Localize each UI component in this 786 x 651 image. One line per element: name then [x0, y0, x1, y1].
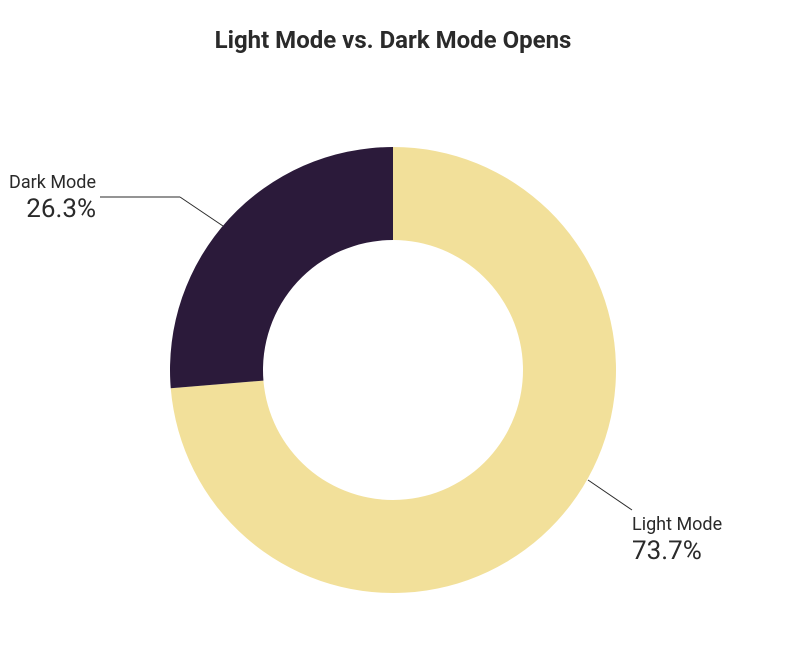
donut-slice-dark-mode: [170, 147, 393, 388]
callout-light-mode: Light Mode 73.7%: [632, 514, 722, 567]
callout-dark-label: Dark Mode: [9, 172, 96, 194]
leader-dark-mode-seg1: [180, 197, 223, 226]
leader-light-mode: [588, 480, 632, 510]
callout-dark-value: 26.3%: [9, 194, 96, 225]
callout-light-value: 73.7%: [632, 536, 722, 567]
donut-chart-container: Light Mode vs. Dark Mode Opens Light Mod…: [0, 0, 786, 651]
callout-light-label: Light Mode: [632, 514, 722, 536]
chart-title: Light Mode vs. Dark Mode Opens: [0, 26, 786, 54]
callout-dark-mode: Dark Mode 26.3%: [9, 172, 96, 225]
